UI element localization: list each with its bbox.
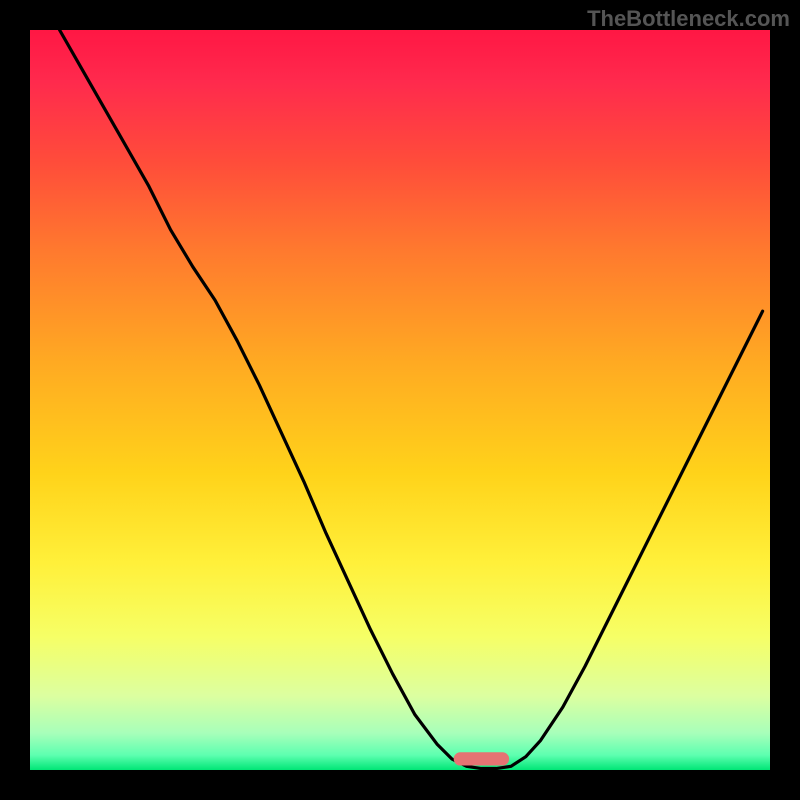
- bottleneck-chart: [0, 0, 800, 800]
- chart-container: TheBottleneck.com: [0, 0, 800, 800]
- watermark-text: TheBottleneck.com: [587, 6, 790, 32]
- minimum-marker: [454, 752, 510, 765]
